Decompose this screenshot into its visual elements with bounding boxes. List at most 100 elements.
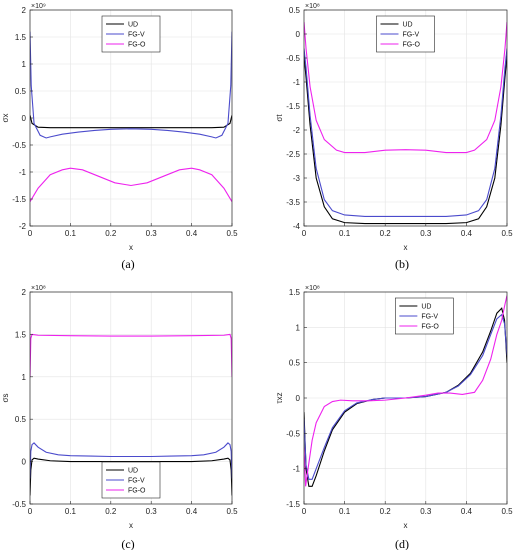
y-tick-label: -1.5 — [286, 500, 300, 509]
y-tick-label: -1.5 — [12, 195, 26, 204]
x-axis-label: x — [129, 243, 133, 252]
chart-panel-1: 0 0.1 0.2 0.3 0.4 0.5 -2 -1.5 -1 -0.5 0 0.5 1 1.5 2 ×10… — [1, 3, 238, 271]
series-line-ud — [30, 115, 232, 129]
y-tick-label: 1 — [22, 60, 27, 69]
x-tick-label: 0.1 — [339, 507, 351, 516]
axes-frame — [303, 9, 508, 227]
series-line-fg-v — [304, 48, 507, 217]
series-line-ud — [30, 457, 232, 496]
y-tick-label: -0.5 — [286, 429, 300, 438]
series-line-fg-o — [304, 295, 507, 487]
series-line-fg-v — [30, 442, 232, 479]
x-tick-label: 0.5 — [226, 229, 238, 238]
legend-entry-fg-v: FG-V — [128, 32, 145, 39]
legend: UD FG-V FG-O — [395, 297, 454, 335]
y-axis-label: σs — [1, 394, 10, 403]
legend-entry-fg-v: FG-V — [128, 478, 145, 485]
y-tick-label: 2 — [22, 6, 27, 15]
y-tick-label: -0.5 — [12, 141, 26, 150]
legend: UD FG-V FG-O — [376, 15, 435, 53]
x-tick-label: 0.5 — [501, 229, 513, 238]
axis-exponent-label: ×10⁸ — [305, 285, 320, 292]
legend-entry-ud: UD — [421, 304, 431, 311]
y-tick-label: -1 — [293, 465, 301, 474]
series-line-fg-v — [304, 313, 507, 480]
y-tick-label: 1.5 — [15, 330, 27, 339]
y-tick-label: 0 — [296, 30, 301, 39]
y-tick-label: -0.5 — [286, 54, 300, 63]
chart-panel-2: 0 0.1 0.2 0.3 0.4 0.5 -4 -3.5 -3 -2.5 -2 -1.5 -1 -0.5… — [275, 3, 513, 271]
legend-entry-fg-v: FG-V — [403, 32, 420, 39]
y-tick-label: -0.5 — [12, 500, 26, 509]
subfigure-label: (c) — [121, 537, 134, 550]
y-axis-label: σx — [1, 114, 10, 123]
y-tick-label: -2.5 — [286, 150, 300, 159]
chart-panel-4: 0 0.1 0.2 0.3 0.4 0.5 -1.5 -1 -0.5 0 0.5 1 1.5 ×10⁸ x τ… — [275, 285, 513, 550]
legend-entry-fg-o: FG-O — [403, 42, 421, 49]
legend-entry-ud: UD — [128, 22, 138, 29]
series-line-ud — [304, 55, 507, 225]
x-tick-label: 0.2 — [380, 507, 392, 516]
y-tick-label: 0.5 — [15, 415, 27, 424]
x-tick-label: 0.1 — [65, 507, 77, 516]
x-tick-label: 0.5 — [226, 507, 238, 516]
y-tick-label: -2 — [293, 126, 301, 135]
legend-entry-ud: UD — [128, 468, 138, 475]
x-axis-label: x — [129, 521, 133, 530]
y-tick-label: 0.5 — [289, 359, 301, 368]
y-tick-label: 1 — [22, 373, 27, 382]
y-tick-label: 0 — [22, 114, 27, 123]
x-tick-label: 0.1 — [65, 229, 77, 238]
series-line-fg-o — [304, 21, 507, 154]
y-tick-label: 0 — [22, 458, 27, 467]
y-tick-label: -1.5 — [286, 102, 300, 111]
legend-entry-fg-o: FG-O — [128, 42, 146, 49]
x-tick-label: 0.4 — [186, 507, 198, 516]
x-tick-label: 0.4 — [461, 507, 473, 516]
x-tick-label: 0.3 — [420, 507, 432, 516]
y-tick-label: 0 — [296, 394, 301, 403]
x-axis-label: x — [404, 243, 408, 252]
y-axis-label: σt — [275, 114, 284, 122]
y-tick-label: 0.5 — [289, 6, 301, 15]
legend-entry-fg-o: FG-O — [421, 324, 439, 331]
chart-panel-3: 0 0.1 0.2 0.3 0.4 0.5-0.500.511.52 ×10⁸xσsUDFG… — [1, 285, 238, 550]
x-tick-label: 0 — [28, 229, 33, 238]
x-tick-label: 0.2 — [105, 229, 117, 238]
y-tick-label: -4 — [293, 222, 301, 231]
legend-entry-ud: UD — [403, 22, 413, 29]
x-tick-label: 0 — [302, 507, 307, 516]
series-line-fg-v — [30, 31, 232, 139]
x-tick-label: 0.1 — [339, 229, 351, 238]
legend: UD FG-V FG-O — [101, 461, 161, 499]
x-tick-label: 0.3 — [146, 229, 158, 238]
subfigure-label: (b) — [395, 257, 409, 271]
axis-exponent-label: ×10⁹ — [31, 3, 46, 10]
y-tick-label: -2 — [19, 222, 27, 231]
y-tick-label: 1.5 — [289, 288, 301, 297]
y-tick-label: -1 — [293, 78, 301, 87]
legend-entry-fg-v: FG-V — [421, 314, 438, 321]
axis-exponent-label: ×10⁸ — [305, 3, 320, 10]
x-tick-label: 0.3 — [420, 229, 432, 238]
y-tick-label: 2 — [22, 288, 27, 297]
y-tick-label: 1 — [296, 323, 301, 332]
subfigure-label: (d) — [395, 537, 409, 550]
x-tick-label: 0.3 — [146, 507, 158, 516]
y-tick-label: -3 — [293, 174, 301, 183]
legend-entry-fg-o: FG-O — [128, 488, 146, 495]
y-axis-label: τxz — [275, 392, 284, 403]
subfigure-label: (a) — [121, 257, 134, 271]
x-tick-label: 0.2 — [105, 507, 117, 516]
x-tick-label: 0.4 — [186, 229, 198, 238]
legend: UD FG-V FG-O — [101, 15, 161, 53]
series-line-fg-o — [30, 167, 232, 202]
y-tick-label: -3.5 — [286, 198, 300, 207]
axis-exponent-label: ×10⁸ — [31, 285, 46, 292]
x-tick-label: 0 — [28, 507, 33, 516]
y-tick-label: 1.5 — [15, 33, 27, 42]
x-tick-label: 0.4 — [461, 229, 473, 238]
x-tick-label: 0.5 — [501, 507, 513, 516]
x-tick-label: 0 — [302, 229, 307, 238]
